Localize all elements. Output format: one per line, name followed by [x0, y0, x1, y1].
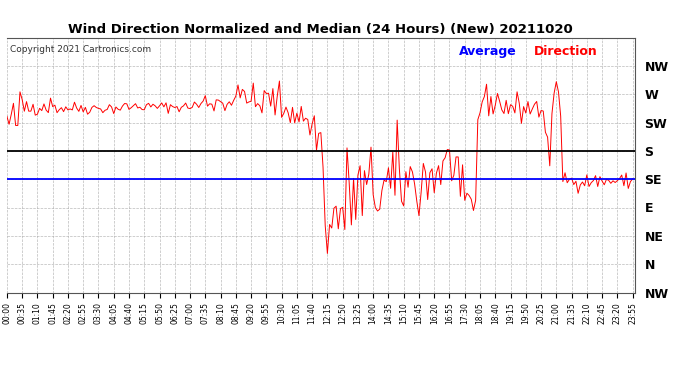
- Text: Average: Average: [459, 45, 517, 58]
- Text: Copyright 2021 Cartronics.com: Copyright 2021 Cartronics.com: [10, 45, 151, 54]
- Title: Wind Direction Normalized and Median (24 Hours) (New) 20211020: Wind Direction Normalized and Median (24…: [68, 23, 573, 36]
- Text: Direction: Direction: [534, 45, 598, 58]
